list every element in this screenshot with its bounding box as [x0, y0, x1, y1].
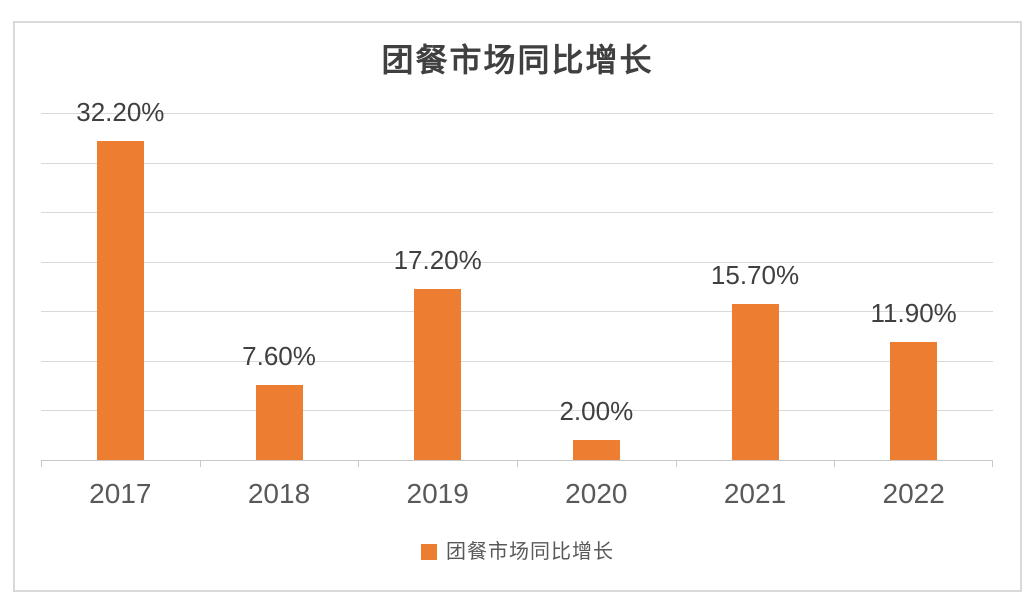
x-axis-tick	[992, 460, 993, 467]
x-axis-tick	[200, 460, 201, 467]
x-axis-tick	[517, 460, 518, 467]
bar-2019	[414, 289, 462, 460]
chart-container: 团餐市场同比增长 32.20% 7.60% 17.20% 2.00% 15.70% 11.…	[13, 21, 1022, 592]
bar-value-label: 2.00%	[559, 396, 634, 427]
x-axis-tick	[358, 460, 359, 467]
x-tick-label: 2021	[723, 478, 787, 509]
bar-2021	[731, 304, 779, 460]
gridline	[41, 261, 993, 263]
x-tick-label: 2019	[406, 478, 469, 509]
gridline	[41, 212, 993, 214]
gridline	[41, 410, 993, 412]
bar-2017	[96, 140, 144, 460]
bar-value-label: 32.20%	[76, 96, 165, 127]
bar-value-label: 11.90%	[870, 298, 957, 329]
bar-2022	[890, 342, 938, 460]
bar-value-label: 17.20%	[393, 245, 482, 276]
plot-area: 32.20% 7.60% 17.20% 2.00% 15.70% 11.90%	[41, 98, 993, 467]
x-tick-label: 2020	[565, 478, 628, 509]
gridline	[41, 360, 993, 362]
bar-2018	[255, 384, 303, 460]
x-axis-tick	[41, 460, 42, 467]
gridline	[41, 162, 993, 164]
legend-swatch-icon	[421, 544, 437, 560]
gridline	[41, 113, 993, 114]
x-tick-label: 2018	[247, 478, 311, 509]
bar-2020	[572, 440, 620, 460]
x-axis-tick	[676, 460, 677, 467]
x-tick-label: 2022	[882, 478, 945, 509]
legend-label: 团餐市场同比增长	[446, 541, 614, 563]
chart-title: 团餐市场同比增长	[381, 42, 654, 78]
bar-value-label: 15.70%	[710, 260, 800, 291]
x-axis-tick	[834, 460, 835, 467]
x-tick-label: 2017	[89, 478, 152, 509]
gridline	[41, 311, 993, 313]
bar-value-label: 7.60%	[242, 340, 316, 371]
legend: 团餐市场同比增长	[15, 541, 1020, 563]
